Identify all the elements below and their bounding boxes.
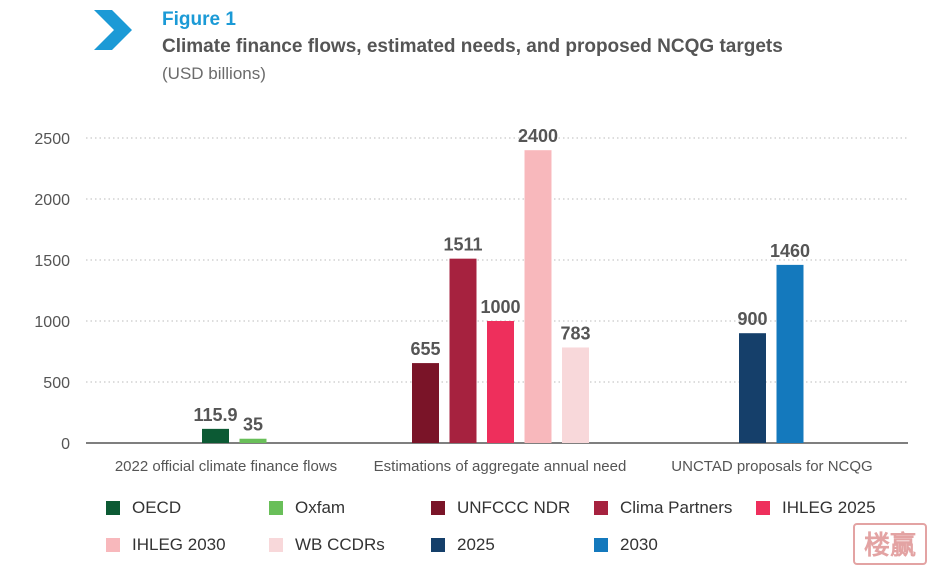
- data-label: 1460: [770, 241, 810, 261]
- data-label: 1000: [480, 297, 520, 317]
- bar-2025: [739, 333, 766, 443]
- x-category-label: 2022 official climate finance flows: [115, 458, 337, 475]
- chevron-right-icon: [94, 10, 132, 50]
- bar-ihleg-2025: [487, 321, 514, 443]
- bar-clima-partners: [449, 258, 477, 443]
- chart-title: Climate finance flows, estimated needs, …: [162, 36, 783, 57]
- data-label: 1511: [443, 235, 482, 255]
- bar-ihleg-2030: [524, 150, 552, 443]
- y-tick-label: 2500: [34, 131, 70, 148]
- y-tick-label: 500: [43, 375, 70, 392]
- y-tick-label: 1500: [34, 253, 70, 270]
- data-label: 2400: [518, 126, 558, 146]
- red-seal-stamp: 楼赢: [853, 523, 927, 565]
- bar-unfccc-ndr: [412, 363, 439, 443]
- chart-subtitle: (USD billions): [162, 64, 266, 83]
- data-label: 115.9: [193, 405, 237, 425]
- x-category-label: UNCTAD proposals for NCQG: [671, 458, 872, 475]
- data-label: 35: [243, 415, 263, 435]
- data-label: 783: [560, 323, 590, 343]
- figure-header: Figure 1 Climate finance flows, estimate…: [0, 0, 934, 90]
- bar-oxfam: [239, 438, 267, 443]
- figure-label: Figure 1: [162, 9, 236, 30]
- y-tick-label: 1000: [34, 314, 70, 331]
- bar-wb-ccdrs: [562, 347, 589, 443]
- data-label: 655: [410, 339, 440, 359]
- x-category-label: Estimations of aggregate annual need: [374, 458, 627, 475]
- y-tick-label: 0: [61, 436, 70, 453]
- y-tick-label: 2000: [34, 192, 70, 209]
- bar-oecd: [202, 428, 229, 443]
- bar-2030: [776, 264, 804, 443]
- data-label: 900: [737, 309, 767, 329]
